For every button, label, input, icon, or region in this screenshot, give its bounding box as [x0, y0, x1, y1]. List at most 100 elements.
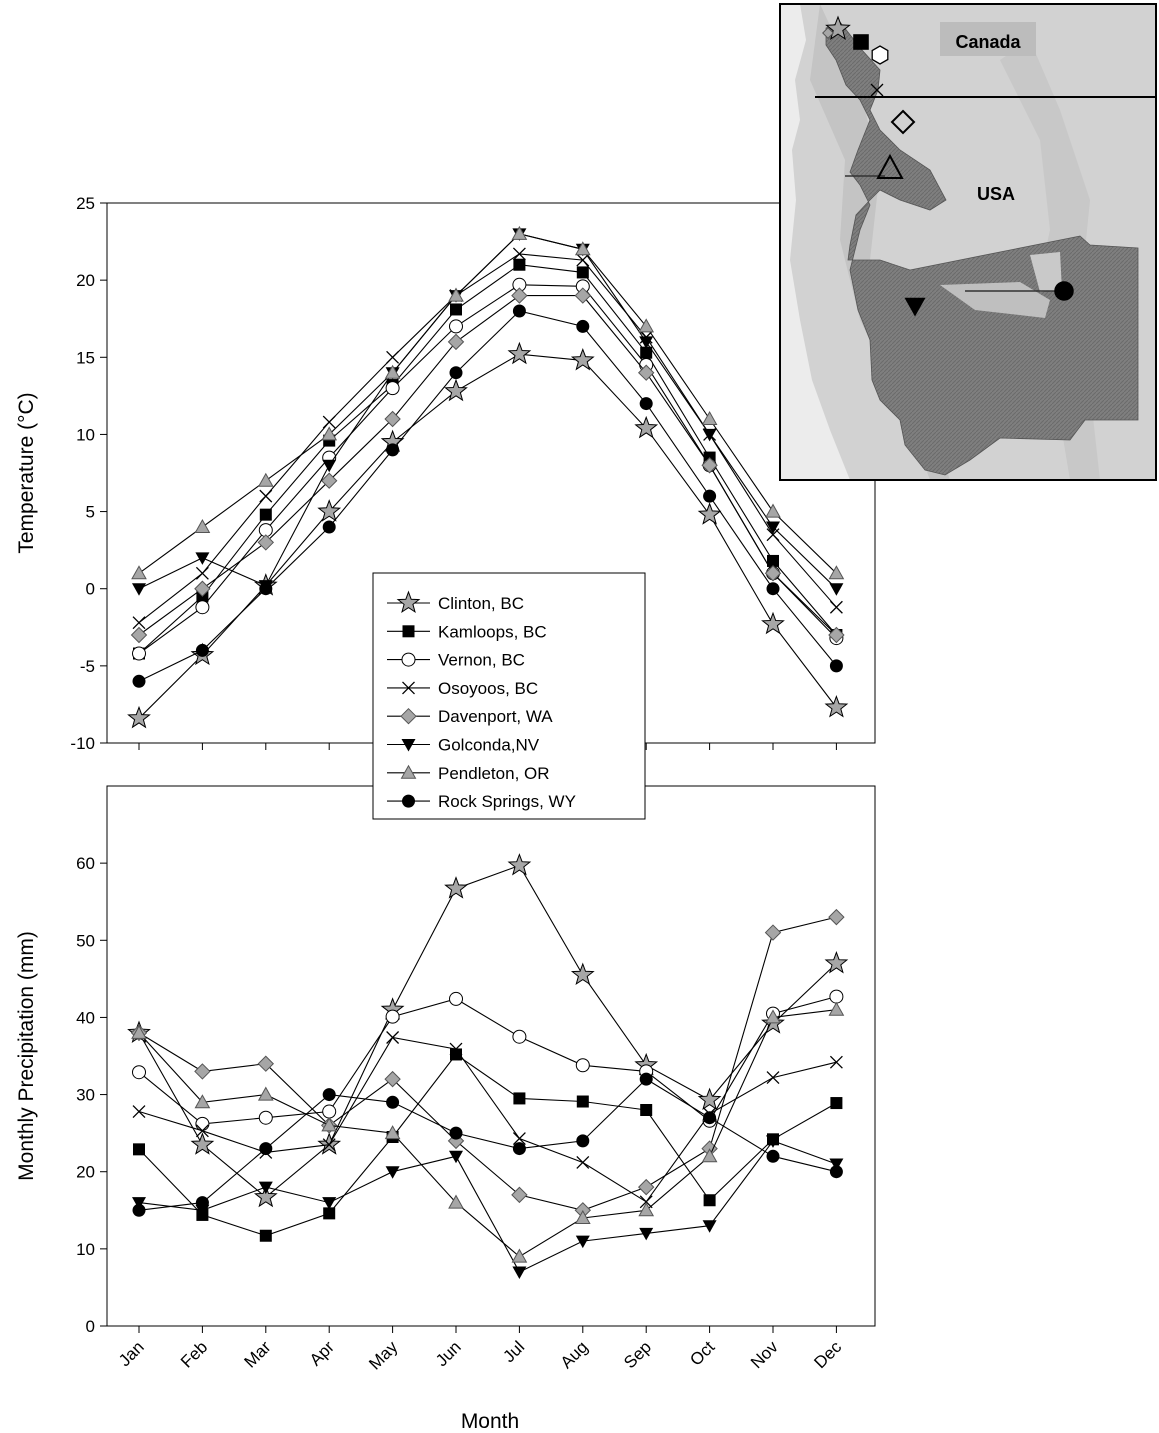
data-point: [195, 643, 209, 657]
y-tick-label: 20: [76, 271, 95, 290]
data-point: [322, 1104, 337, 1119]
data-point: [259, 582, 273, 596]
series-line: [138, 864, 837, 1198]
data-point: [127, 705, 151, 729]
data-point: [448, 287, 464, 302]
data-point: [322, 1197, 337, 1210]
series-line: [138, 996, 837, 1125]
map-study-region: [825, 21, 1139, 476]
y-tick-label: 0: [86, 580, 95, 599]
y-tick-label: 5: [86, 503, 95, 522]
temperature-y-axis-label: Temperature (°C): [15, 392, 38, 553]
data-point: [512, 1029, 527, 1044]
data-point: [194, 1063, 211, 1080]
data-point: [322, 415, 336, 429]
data-point: [130, 626, 148, 644]
precipitation-plot-frame: [106, 785, 876, 1327]
data-point: [385, 381, 400, 396]
data-point: [321, 426, 338, 441]
series-line: [138, 264, 837, 654]
data-point: [828, 1001, 845, 1016]
legend-item-rock-springs-wy: Rock Springs, WY: [387, 792, 576, 811]
data-point: [824, 695, 849, 718]
legend-label: Golconda,NV: [438, 736, 540, 755]
data-point: [829, 659, 843, 673]
series-clinton-bc: [127, 341, 849, 729]
legend-label: Rock Springs, WY: [438, 792, 576, 811]
data-point: [764, 565, 782, 582]
series-kamloops-bc: [133, 1048, 843, 1242]
y-tick-label: 50: [76, 931, 95, 950]
legend-marker: [400, 764, 417, 779]
data-point: [766, 1135, 780, 1148]
x-tick-label: Feb: [177, 1337, 211, 1371]
data-point: [257, 1055, 275, 1072]
map-marker-rock-springs: [1054, 281, 1074, 301]
legend-label: Vernon, BC: [438, 651, 525, 670]
data-point: [131, 565, 147, 580]
map-region-gap-2: [1030, 252, 1062, 292]
data-point: [386, 1095, 400, 1109]
data-point: [132, 674, 146, 688]
data-point: [575, 1058, 590, 1073]
data-point: [767, 554, 779, 567]
map-canada-label: Canada: [955, 32, 1021, 52]
data-point: [702, 1220, 717, 1233]
data-point: [384, 1070, 401, 1088]
data-point: [195, 1196, 209, 1210]
data-point: [195, 1124, 209, 1138]
series-line: [138, 310, 837, 682]
data-point: [513, 1092, 526, 1105]
data-point: [765, 503, 781, 518]
series-pendleton-or: [131, 225, 845, 580]
map-ocean: [780, 4, 850, 480]
series-line: [138, 1009, 837, 1258]
data-point: [258, 1181, 273, 1195]
data-point: [512, 1266, 527, 1279]
x-tick-label: Oct: [686, 1337, 718, 1369]
data-point: [761, 611, 785, 635]
data-point: [639, 1195, 653, 1209]
data-point: [637, 1178, 655, 1196]
x-tick-label: Aug: [557, 1337, 592, 1372]
data-point: [449, 319, 463, 334]
series-line: [138, 1140, 837, 1273]
data-point: [764, 924, 782, 941]
map-marker-kamloops: [853, 34, 869, 50]
map-frame: [779, 3, 1157, 481]
data-point: [829, 989, 844, 1004]
data-point: [444, 378, 468, 402]
legend-label: Pendleton, OR: [438, 764, 550, 783]
inset-map: Canada USA: [779, 3, 1157, 481]
precipitation-x-axis: Jan Feb Mar Apr May Jun Jul Aug Sep Oct Nov Dec: [115, 1326, 846, 1374]
data-point: [512, 304, 526, 318]
x-tick-label: Nov: [747, 1337, 782, 1372]
data-point: [385, 1166, 400, 1179]
data-point: [703, 1194, 716, 1207]
series-line: [138, 253, 837, 624]
data-point: [323, 1207, 336, 1220]
series-pendleton-or: [131, 1001, 845, 1263]
legend-item-kamloops-bc: Kamloops, BC: [387, 622, 547, 641]
map-marker-clinton: [825, 15, 851, 40]
data-point: [829, 600, 843, 614]
data-point: [701, 410, 718, 425]
temperature-y-axis: -10 -5 0 5 10 15 20 25: [70, 194, 107, 753]
data-point: [830, 1097, 843, 1110]
data-point: [639, 1227, 654, 1241]
data-point: [697, 1087, 722, 1111]
y-tick-label: 20: [76, 1163, 95, 1182]
data-point: [322, 1088, 336, 1102]
data-point: [386, 443, 400, 457]
data-point: [194, 580, 211, 597]
legend-item-clinton-bc: Clinton, BC: [387, 590, 524, 614]
x-tick-label: Mar: [240, 1337, 274, 1371]
data-point: [322, 520, 336, 534]
data-point: [765, 1009, 781, 1024]
y-tick-label: -10: [70, 734, 95, 753]
precipitation-series-group: [127, 853, 849, 1279]
data-point: [195, 566, 209, 580]
data-point: [697, 502, 722, 525]
data-point: [132, 616, 146, 630]
data-point: [190, 1132, 215, 1155]
